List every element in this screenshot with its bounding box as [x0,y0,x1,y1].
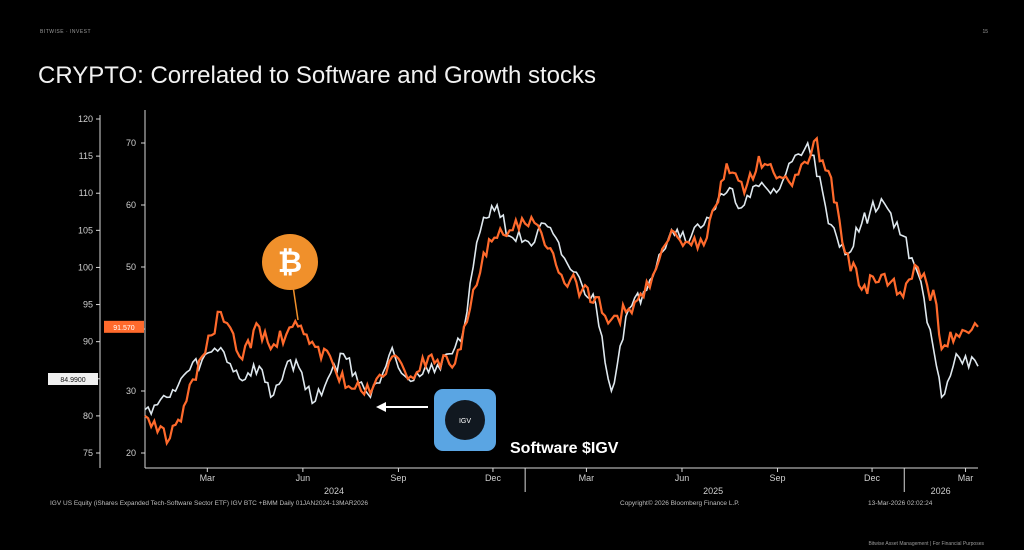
right-tick-label: 50 [126,262,136,272]
left-tick-label: 100 [78,262,93,272]
x-tick-label: Dec [485,473,502,483]
year-label: 2025 [703,486,723,496]
x-tick-label: Sep [770,473,786,483]
left-tick-label: 115 [79,151,93,161]
igv-value-tag [48,373,98,385]
bitcoin-symbol: ₿ [278,246,302,279]
left-tick-label: 110 [79,188,93,198]
x-tick-label: Sep [390,473,406,483]
footer-source: IGV US Equity (iShares Expanded Tech-Sof… [50,500,368,507]
left-tick-label: 75 [83,448,93,458]
page-title: CRYPTO: Correlated to Software and Growt… [38,62,597,89]
left-tick-label: 95 [83,300,93,310]
bitcoin-icon: ₿ [262,234,318,321]
left-tick-label: 105 [78,225,93,235]
right-tick-label: 20 [126,448,136,458]
year-label: 2026 [931,486,951,496]
series-line-igv [144,140,979,417]
software-label: Software $IGV [510,440,619,457]
footer-disclaimer: Bitwise Asset Management | For Financial… [868,541,984,547]
igv-icon: IGV [376,389,496,451]
x-tick-label: Jun [296,473,311,483]
page-number: 15 [982,29,988,35]
x-tick-label: Mar [200,473,216,483]
footer-copyright: Copyright© 2026 Bloomberg Finance L.P. [620,500,740,507]
series-line-btc [144,136,979,447]
igv-icon-text: IGV [459,418,471,425]
right-tick-label: 30 [126,386,136,396]
left-tick-label: 120 [78,114,93,124]
x-tick-label: Jun [675,473,690,483]
year-label: 2024 [324,486,344,496]
x-tick-label: Mar [958,473,974,483]
x-tick-label: Dec [864,473,881,483]
brand-tag: BITWISE · INVEST [40,29,92,35]
x-tick-label: Mar [579,473,595,483]
left-tick-label: 90 [83,337,93,347]
btc-value-tag [104,320,144,333]
left-tick-label: 80 [83,411,93,421]
btc-value-tag-label: 91.570 [113,325,135,332]
right-tick-label: 60 [126,200,136,210]
igv-value-tag-label: 84.9900 [60,377,85,384]
right-tick-label: 70 [126,138,136,148]
footer-timestamp: 13-Mar-2026 02:02:24 [868,500,933,507]
igv-arrow-head [376,402,386,412]
